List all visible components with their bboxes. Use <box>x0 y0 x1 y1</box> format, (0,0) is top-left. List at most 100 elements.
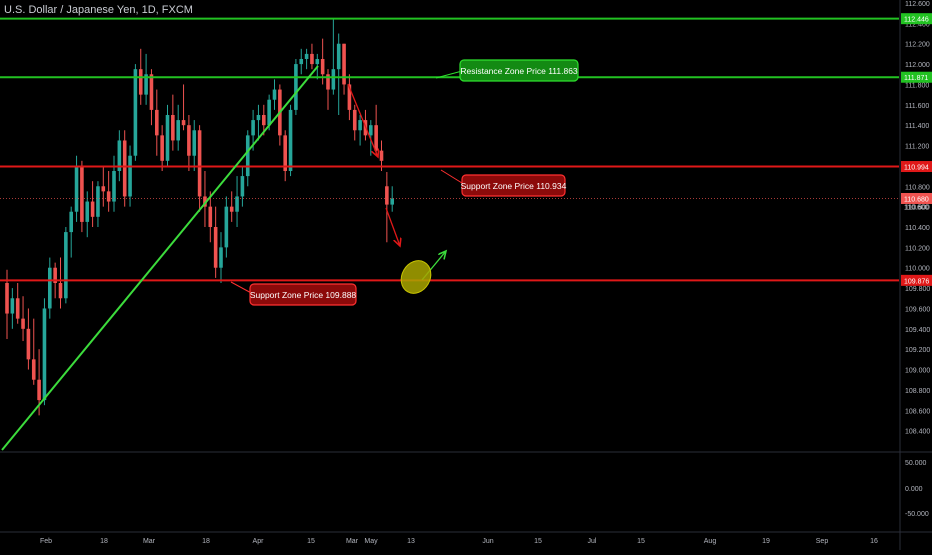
support-zone-callout-upper-label: Support Zone Price 110.934 <box>461 181 567 191</box>
price-badge-current <box>901 192 932 204</box>
candle-body[interactable] <box>192 130 197 156</box>
candle-body[interactable] <box>336 43 341 70</box>
candle-body[interactable] <box>390 198 394 205</box>
candle-body[interactable] <box>224 206 229 248</box>
candle-body[interactable] <box>74 165 79 212</box>
candle-body[interactable] <box>358 120 362 131</box>
candle-body[interactable] <box>219 247 223 268</box>
indicator-tick-label: 0.000 <box>905 486 923 493</box>
candle-body[interactable] <box>96 186 100 217</box>
candle-body[interactable] <box>374 125 378 151</box>
time-tick-label: 15 <box>534 538 542 545</box>
price-tick-label: 108.400 <box>905 429 930 436</box>
price-badge-resistance <box>901 71 932 83</box>
support-zone-callout-lower-box[interactable] <box>249 283 357 306</box>
resistance-zone-callout-box[interactable] <box>459 59 579 82</box>
candle-body[interactable] <box>122 140 127 197</box>
candle-body[interactable] <box>187 125 191 156</box>
price-badge-support-lower-label: 109.876 <box>904 278 929 285</box>
candle-body[interactable] <box>155 109 159 136</box>
candle-body[interactable] <box>320 59 325 75</box>
candle-body[interactable] <box>245 135 250 177</box>
candle-body[interactable] <box>101 186 106 192</box>
candle-body[interactable] <box>369 125 373 136</box>
candle-body[interactable] <box>352 109 357 131</box>
price-tick-label: 111.200 <box>905 144 929 151</box>
candle-body[interactable] <box>171 115 175 141</box>
candle-body[interactable] <box>310 53 314 65</box>
candle-body[interactable] <box>21 318 25 329</box>
target-zone-ellipse[interactable] <box>395 255 436 298</box>
support-zone-callout-upper-box[interactable] <box>461 174 566 197</box>
candle-body[interactable] <box>229 206 234 212</box>
candle-body[interactable] <box>144 74 148 95</box>
candle-body[interactable] <box>240 176 245 197</box>
symbol-title: U.S. Dollar / Japanese Yen, 1D, FXCM <box>4 4 193 16</box>
candle-body[interactable] <box>69 211 73 233</box>
candle-body[interactable] <box>64 232 68 299</box>
candle-body[interactable] <box>326 74 330 90</box>
candle-body[interactable] <box>385 186 389 205</box>
price-tick-label: 109.200 <box>905 347 930 354</box>
candle-body[interactable] <box>37 379 41 401</box>
candle-body[interactable] <box>208 206 213 227</box>
candle-body[interactable] <box>90 201 95 217</box>
candle-body[interactable] <box>299 59 304 65</box>
candle-body[interactable] <box>15 298 20 319</box>
candle-body[interactable] <box>251 120 255 136</box>
time-tick-label: May <box>364 538 378 545</box>
candle-body[interactable] <box>133 69 138 156</box>
candle-body[interactable] <box>160 135 164 161</box>
candle-body[interactable] <box>165 115 170 161</box>
candle-body[interactable] <box>42 308 47 401</box>
candle-body[interactable] <box>5 283 9 314</box>
price-badge-resistance-label: 111.871 <box>904 75 928 82</box>
candle-body[interactable] <box>58 283 63 299</box>
candle-body[interactable] <box>347 84 352 110</box>
candle-body[interactable] <box>315 59 320 65</box>
candle-body[interactable] <box>128 155 132 197</box>
candle-body[interactable] <box>197 130 202 197</box>
candle-body[interactable] <box>342 43 346 85</box>
candle-body[interactable] <box>331 69 336 90</box>
candle-body[interactable] <box>117 140 122 171</box>
candle-body[interactable] <box>10 298 15 314</box>
time-tick-label: Aug <box>704 538 717 545</box>
candle-body[interactable] <box>31 359 36 380</box>
candle-body[interactable] <box>272 89 277 100</box>
candle-body[interactable] <box>262 115 266 126</box>
price-badge-support-upper <box>901 161 932 173</box>
candle-body[interactable] <box>256 115 261 121</box>
candle-body[interactable] <box>138 69 143 95</box>
price-tick-label: 109.000 <box>905 368 930 375</box>
candle-body[interactable] <box>235 196 239 212</box>
candle-body[interactable] <box>283 135 287 171</box>
candle-body[interactable] <box>267 99 271 126</box>
time-tick-label: 15 <box>637 538 645 545</box>
price-tick-label: 112.000 <box>905 62 930 69</box>
candle-body[interactable] <box>26 328 31 360</box>
candle-body[interactable] <box>203 196 207 207</box>
candle-body[interactable] <box>304 53 309 59</box>
candle-body[interactable] <box>48 267 52 309</box>
candle-body[interactable] <box>85 201 90 222</box>
candle-body[interactable] <box>379 150 384 161</box>
candle-body[interactable] <box>288 109 293 171</box>
candle-body[interactable] <box>112 171 116 202</box>
candle-body[interactable] <box>80 165 84 222</box>
time-tick-label: Sep <box>816 538 829 545</box>
price-tick-label: 111.600 <box>905 103 929 110</box>
candle-body[interactable] <box>106 191 111 202</box>
candle-body[interactable] <box>149 74 154 110</box>
uptrend-line[interactable] <box>1 65 319 451</box>
indicator-tick-label: -50.000 <box>905 511 929 518</box>
candle-body[interactable] <box>181 120 186 126</box>
candle-body[interactable] <box>53 267 57 283</box>
candle-body[interactable] <box>294 64 298 110</box>
price-badge-top-resistance <box>901 13 932 25</box>
candle-body[interactable] <box>176 120 180 141</box>
time-tick-label: 18 <box>100 538 108 545</box>
candle-body[interactable] <box>213 227 218 268</box>
